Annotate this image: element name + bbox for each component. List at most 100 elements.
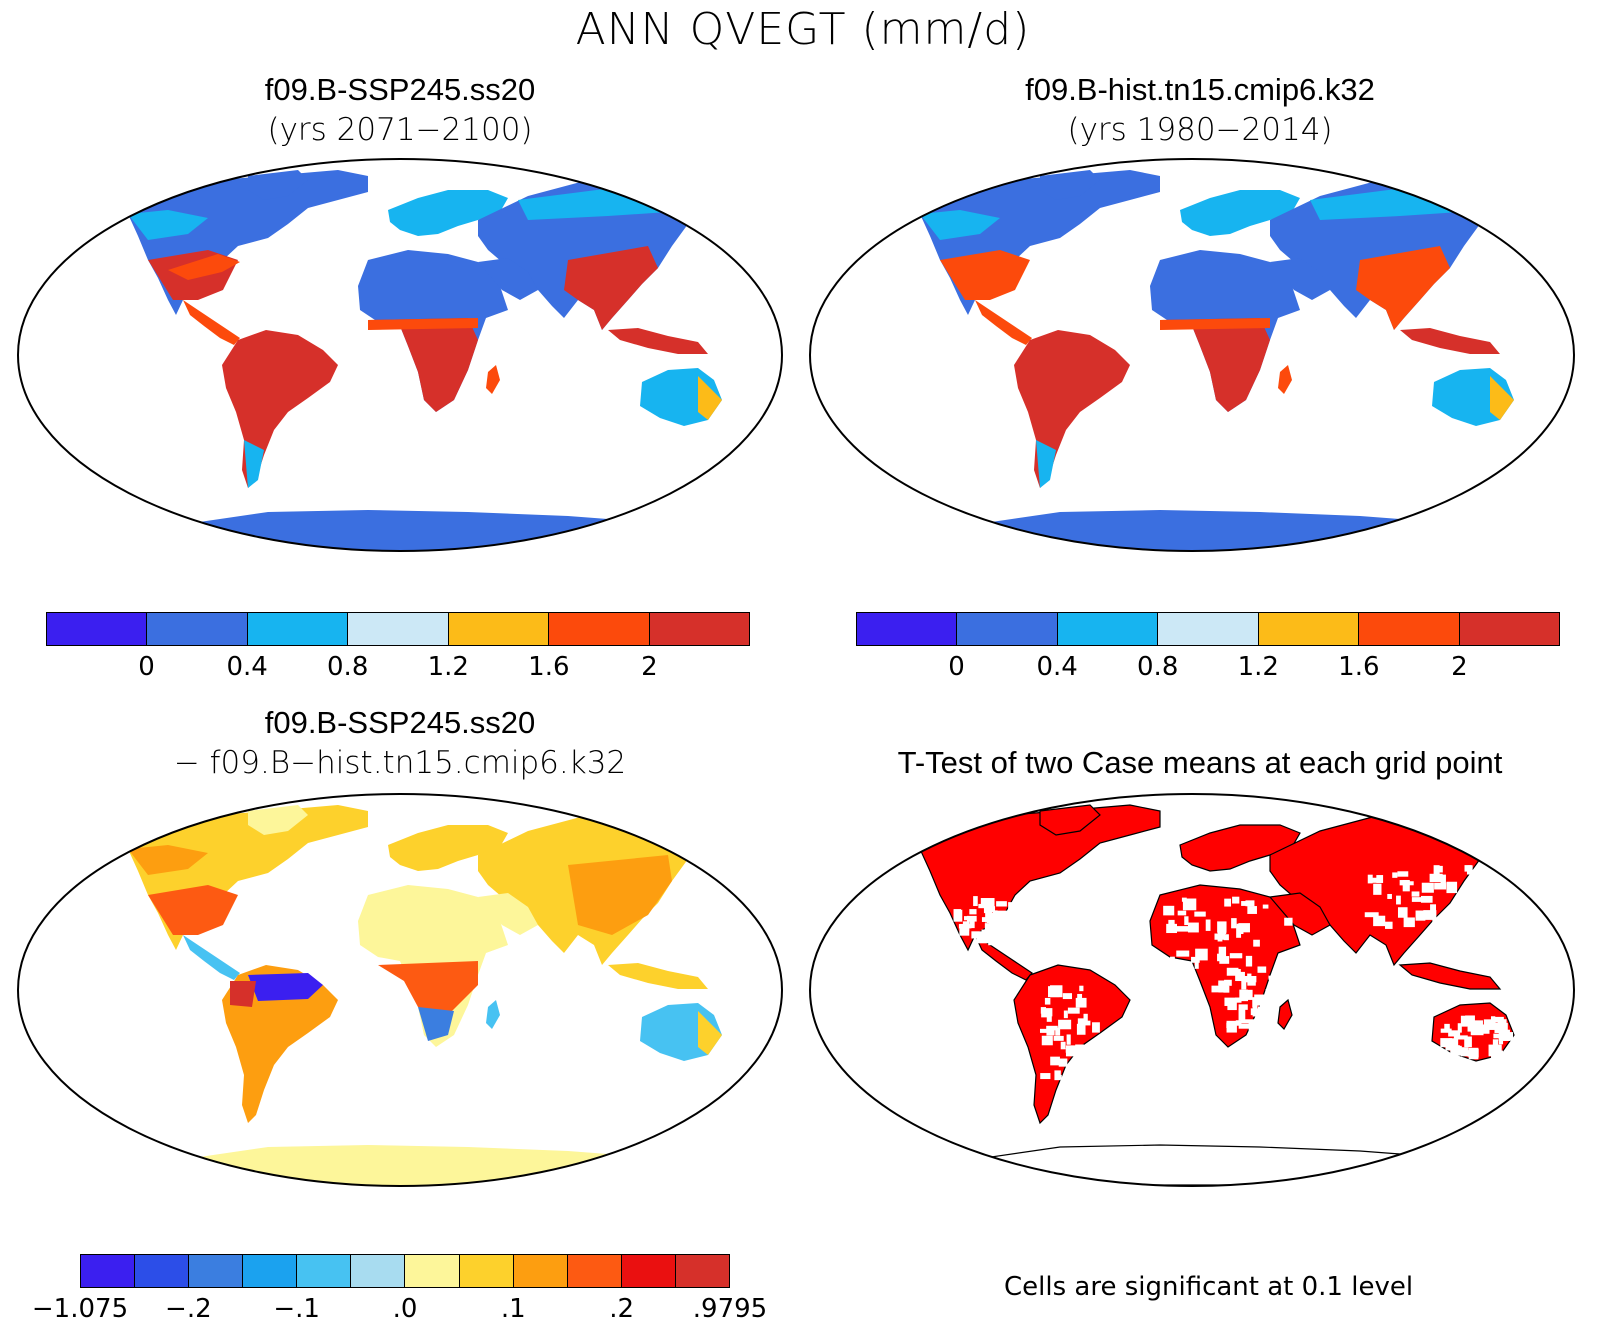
non-significant-cell	[1387, 893, 1392, 899]
colorbar-box	[957, 613, 1058, 645]
non-significant-cell	[1247, 906, 1257, 914]
colorbar-panel-2	[856, 612, 1560, 646]
map-border	[17, 793, 783, 1187]
non-significant-cell	[959, 923, 970, 936]
non-significant-cell	[1440, 874, 1446, 886]
panel-1-map	[17, 158, 783, 552]
colorbar-tick-label: 0	[138, 652, 155, 682]
non-significant-cell	[1012, 932, 1020, 945]
figure-title: ANN QVEGT (mm/d)	[575, 4, 1031, 55]
non-significant-cell	[1093, 1045, 1102, 1056]
non-significant-cell	[1008, 902, 1016, 910]
land-fill	[118, 805, 728, 1185]
panel-3-title: f09.B-SSP245.ss20	[264, 705, 536, 740]
non-significant-cell	[1280, 955, 1292, 965]
non-significant-cell	[1219, 956, 1230, 964]
non-significant-cell	[1467, 1024, 1474, 1032]
non-significant-cell	[1433, 865, 1440, 875]
colorbar-tick-label: −.2	[165, 1294, 212, 1324]
non-significant-cell	[1437, 865, 1443, 873]
non-significant-cell	[1451, 1053, 1458, 1065]
non-significant-cell	[1044, 997, 1051, 1005]
colorbar-box	[1459, 613, 1559, 645]
non-significant-cell	[1364, 912, 1379, 918]
non-significant-cell	[1092, 1022, 1100, 1033]
non-significant-cell	[1440, 1038, 1453, 1048]
non-significant-cell	[982, 901, 992, 908]
non-significant-cell	[1492, 1039, 1499, 1050]
non-significant-cell	[1434, 882, 1447, 890]
non-significant-cell	[1453, 1035, 1468, 1040]
non-significant-cell	[1429, 873, 1443, 883]
non-significant-cell	[1194, 911, 1206, 917]
non-significant-cell	[1214, 933, 1226, 940]
colorbar-tick-label: .2	[609, 1294, 635, 1324]
non-significant-cell	[1397, 907, 1408, 918]
non-significant-cell	[1170, 956, 1175, 962]
non-significant-cell	[1373, 915, 1386, 927]
colorbar-box	[621, 1255, 676, 1287]
non-significant-cell	[969, 909, 977, 915]
non-significant-cell	[1421, 882, 1434, 893]
panel-1-subtitle: (yrs 2071−2100)	[267, 112, 533, 148]
non-significant-cell	[1223, 934, 1229, 941]
colorbar-tick-label: 0.4	[226, 652, 268, 682]
non-significant-cell	[1177, 910, 1187, 916]
non-significant-cell	[1467, 865, 1473, 875]
non-significant-cell	[988, 934, 999, 946]
non-significant-cell	[1226, 967, 1239, 976]
non-significant-cell	[1205, 919, 1211, 931]
panel-2-subtitle: (yrs 1980−2014)	[1067, 112, 1333, 148]
non-significant-cell	[1449, 1038, 1455, 1044]
colorbar-tick-label: 1.2	[1237, 652, 1279, 682]
non-significant-cell	[1248, 1021, 1254, 1031]
non-significant-cell	[1224, 997, 1236, 1006]
non-significant-cell	[976, 931, 988, 944]
non-significant-cell	[1456, 1047, 1469, 1056]
colorbar-box	[189, 1255, 244, 1287]
non-significant-cell	[1457, 1023, 1462, 1033]
non-significant-cell	[1472, 1048, 1479, 1058]
non-significant-cell	[1054, 1070, 1061, 1081]
colorbar-tick-label: 2	[1451, 652, 1468, 682]
non-significant-cell	[1373, 883, 1382, 895]
non-significant-cell	[1075, 997, 1087, 1008]
colorbar-panel-1	[46, 612, 750, 646]
non-significant-cell	[1444, 1023, 1450, 1032]
non-significant-cell	[1066, 1034, 1071, 1045]
panel-1-title: f09.B-SSP245.ss20	[264, 72, 536, 107]
non-significant-cell	[1226, 1022, 1235, 1029]
colorbar-box	[81, 1255, 136, 1287]
non-significant-cell	[1184, 916, 1189, 926]
colorbar-tick-label: .9795	[692, 1294, 768, 1324]
non-significant-cell	[1238, 923, 1250, 933]
colorbar-tick-label: 0.8	[327, 652, 369, 682]
non-significant-cell	[1450, 1045, 1462, 1056]
non-significant-cell	[1060, 1041, 1066, 1050]
non-significant-cell	[1470, 1025, 1484, 1036]
non-significant-cell	[1367, 874, 1373, 884]
colorbar-tick-label: −.1	[273, 1294, 320, 1324]
non-significant-cell	[1048, 986, 1060, 998]
non-significant-cell	[1062, 993, 1073, 1000]
panel-4-map	[809, 793, 1575, 1187]
non-significant-cell	[1057, 1074, 1062, 1080]
non-significant-cell	[1238, 1008, 1246, 1021]
non-significant-cell	[1046, 1025, 1058, 1031]
non-significant-cell	[1403, 881, 1414, 886]
non-significant-cell	[1007, 919, 1017, 924]
colorbar-tick-label: −1.075	[31, 1294, 129, 1324]
colorbar-box	[348, 613, 449, 645]
colorbar-box	[135, 1255, 190, 1287]
colorbar-box	[47, 613, 148, 645]
non-significant-cell	[1267, 1010, 1272, 1017]
non-significant-cell	[1181, 897, 1187, 902]
non-significant-cell	[1262, 904, 1269, 909]
non-significant-cell	[1415, 910, 1426, 921]
non-significant-cell	[1218, 980, 1230, 986]
non-significant-cell	[1238, 1004, 1248, 1010]
colorbar-tick-label: 2	[641, 652, 658, 682]
non-significant-cell	[1250, 1008, 1264, 1016]
non-significant-cell	[1464, 883, 1478, 893]
non-significant-cell	[1175, 926, 1190, 932]
